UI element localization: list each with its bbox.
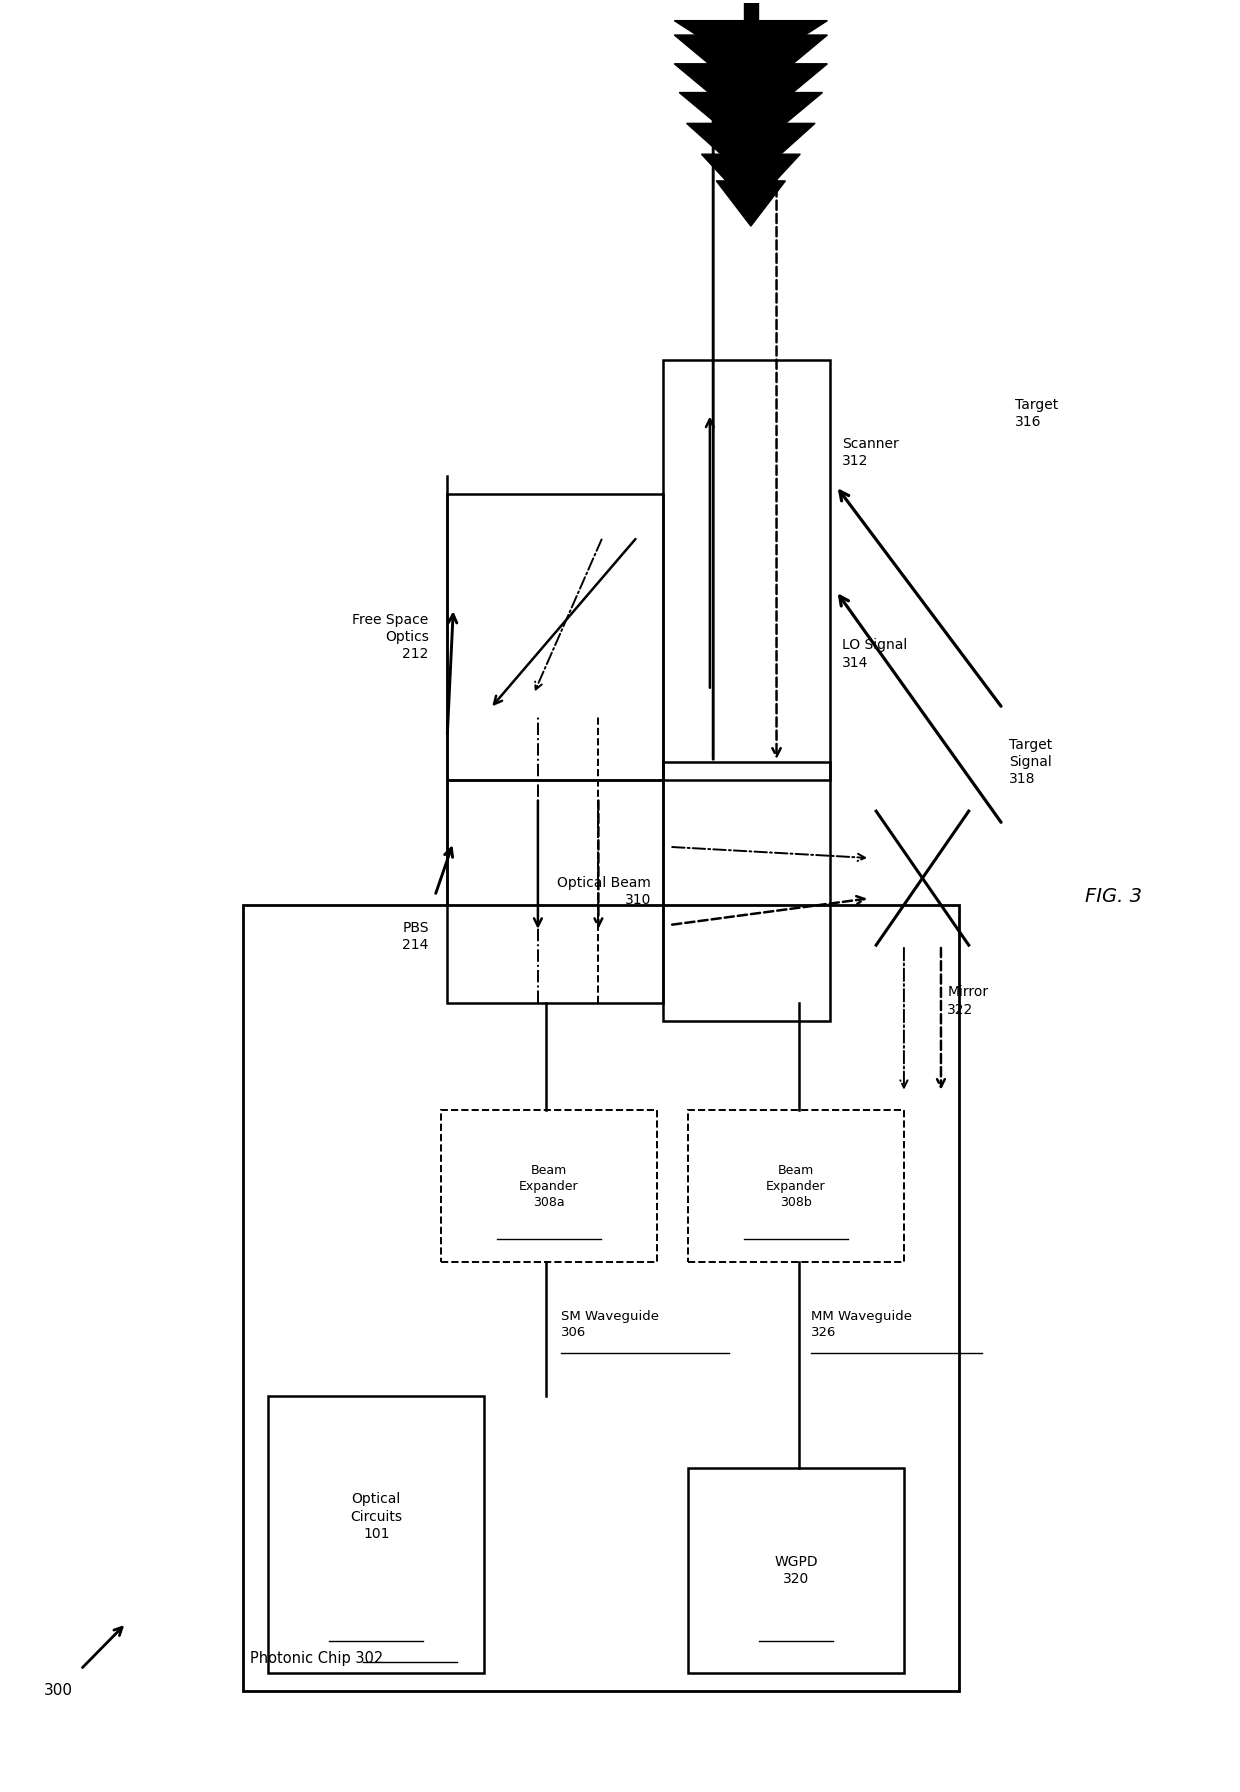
Bar [688, 1468, 904, 1674]
Bar [243, 905, 960, 1692]
Text: Scanner
312: Scanner 312 [842, 437, 899, 468]
Bar [744, 0, 758, 22]
Text: Beam
Expander
308b: Beam Expander 308b [766, 1163, 826, 1210]
Polygon shape [675, 65, 827, 127]
Text: Photonic Chip 302: Photonic Chip 302 [249, 1650, 383, 1667]
Text: Free Space
Optics
212: Free Space Optics 212 [352, 613, 429, 661]
Text: WGPD
320: WGPD 320 [774, 1555, 817, 1586]
Bar [448, 780, 663, 1004]
Text: Optical
Circuits
101: Optical Circuits 101 [350, 1493, 402, 1541]
Text: Target
316: Target 316 [1016, 398, 1058, 430]
Text: LO Signal
314: LO Signal 314 [842, 638, 908, 670]
Text: Optical Beam
310: Optical Beam 310 [557, 876, 651, 907]
Polygon shape [717, 181, 785, 226]
Bar [268, 1396, 484, 1674]
Bar [663, 762, 830, 1021]
Polygon shape [675, 36, 827, 99]
Text: 300: 300 [43, 1683, 73, 1699]
Polygon shape [702, 154, 800, 208]
Text: PBS
214: PBS 214 [402, 921, 429, 952]
Text: SM Waveguide
306: SM Waveguide 306 [560, 1310, 658, 1339]
Polygon shape [687, 124, 815, 181]
Bar [441, 1111, 657, 1262]
Text: Beam
Expander
308a: Beam Expander 308a [520, 1163, 579, 1210]
Bar [448, 495, 663, 780]
Text: Target
Signal
318: Target Signal 318 [1009, 738, 1052, 787]
Text: MM Waveguide
326: MM Waveguide 326 [811, 1310, 913, 1339]
Bar [688, 1111, 904, 1262]
Text: FIG. 3: FIG. 3 [1085, 887, 1142, 905]
Polygon shape [680, 93, 822, 152]
Bar [663, 360, 830, 780]
Text: Mirror
322: Mirror 322 [947, 986, 988, 1016]
Polygon shape [675, 22, 827, 70]
